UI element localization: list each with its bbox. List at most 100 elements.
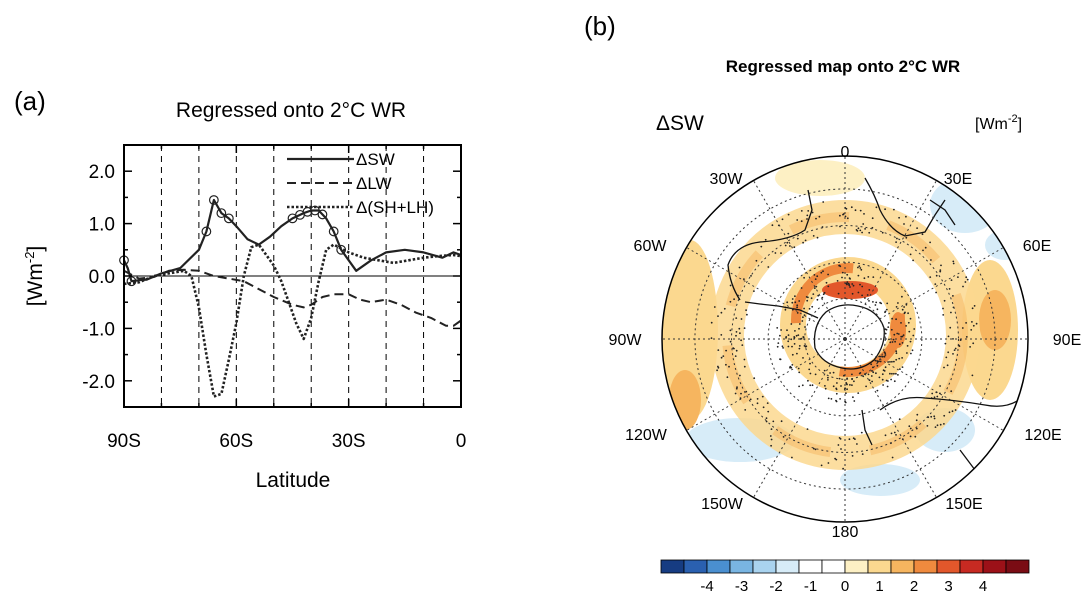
stipple-dot [848, 438, 851, 441]
y-axis-label: [Wm-2] [22, 246, 47, 307]
stipple-dot [971, 321, 973, 323]
stipple-dot [876, 360, 879, 362]
stipple-dot [809, 372, 812, 375]
colorbar-cell [706, 559, 731, 574]
stipple-dot [891, 372, 893, 375]
stipple-dot [900, 335, 903, 338]
stipple-dot [837, 292, 840, 295]
stipple-dot [800, 210, 803, 212]
stipple-dot [790, 323, 793, 325]
colorbar-cell [798, 559, 823, 574]
stipple-dot [827, 397, 830, 400]
meridian [686, 247, 846, 340]
colorbar-cell [683, 559, 708, 574]
axis-ticks [123, 144, 462, 408]
stipple-dot [832, 385, 835, 388]
stipple-dot [786, 329, 788, 332]
stipple-dot [794, 301, 797, 304]
stipple-dot [954, 347, 957, 350]
stipple-dot [865, 385, 867, 388]
stipple-dot [822, 201, 825, 203]
stipple-dot [740, 392, 742, 395]
positive-anomaly [775, 160, 865, 196]
stipple-dot [903, 223, 905, 225]
stipple-dot [749, 398, 752, 401]
panel-a-letter: (a) [14, 86, 46, 116]
stipple-dot [791, 456, 793, 459]
stipple-dot [781, 345, 784, 348]
stipple-dot [965, 336, 968, 338]
stipple-dot [836, 280, 839, 282]
stipple-dot [839, 214, 841, 217]
stipple-dot [882, 369, 885, 372]
stipple-dot [770, 428, 773, 430]
stipple-dot [939, 270, 942, 273]
stipple-dot [901, 295, 903, 298]
stipple-dot [810, 297, 813, 300]
stipple-dot [897, 333, 900, 335]
stipple-dot [740, 339, 742, 342]
stipple-dot [798, 371, 801, 374]
stipple-dot [862, 223, 865, 225]
stipple-dot [965, 322, 967, 324]
stipple-dot [909, 340, 912, 343]
stipple-dot [921, 233, 924, 236]
x-axis-label: Latitude [256, 469, 331, 492]
stipple-dot [894, 340, 896, 343]
significance-markers [119, 195, 347, 287]
stipple-dot [787, 340, 790, 343]
stipple-dot [952, 260, 955, 263]
series-lines [123, 198, 462, 398]
stipple-dot [753, 377, 756, 380]
stipple-dot [733, 298, 735, 301]
stipple-dot [878, 355, 881, 358]
stipple-dot [812, 235, 815, 237]
stipple-dot [886, 302, 889, 305]
stipple-dot [795, 334, 798, 337]
stipple-dot [899, 368, 901, 370]
stipple-dot [886, 385, 889, 388]
stipple-dot [806, 218, 808, 220]
stipple-dot [858, 372, 861, 375]
stipple-dot [939, 269, 942, 271]
stipple-dot [824, 387, 827, 390]
stipple-dot [808, 368, 811, 371]
stipple-dot [909, 253, 912, 256]
longitude-label: 120W [625, 427, 668, 444]
stipple-dot [863, 213, 865, 215]
stipple-dot [901, 342, 904, 344]
stipple-dot [796, 219, 799, 221]
meridian [844, 338, 1004, 431]
stipple-dot [913, 328, 916, 330]
stipple-dot [837, 444, 840, 446]
colorbar-cell [936, 559, 961, 574]
stipple-dot [962, 285, 964, 288]
stipple-dot [816, 298, 819, 301]
stipple-dot [743, 365, 746, 368]
stipple-dot [743, 358, 746, 361]
stipple-dot [871, 370, 873, 372]
stipple-dot [880, 302, 883, 305]
colorbar-tick-label: 1 [875, 578, 883, 595]
stipple-dot [725, 349, 727, 352]
stipple-dot [852, 396, 854, 399]
stipple-dot [868, 379, 871, 382]
stipple-dot [745, 390, 748, 393]
stipple-dot [838, 437, 841, 439]
stipple-dot [854, 209, 857, 212]
stipple-dot [777, 342, 780, 344]
stipple-dot [772, 420, 775, 423]
stipple-dot [866, 294, 869, 296]
stipple-dot [861, 285, 864, 288]
stipple-dot [939, 423, 942, 426]
stipple-dot [943, 299, 946, 302]
stipple-dot [787, 232, 790, 235]
stipple-dot [770, 438, 773, 441]
stipple-dot [827, 462, 830, 464]
tasmania-coast [861, 409, 873, 446]
stipple-dot [878, 376, 881, 379]
stipple-dot [735, 387, 738, 390]
y-tick-label: 1.0 [89, 215, 115, 236]
stipple-dot [874, 359, 877, 362]
stipple-dot [931, 392, 934, 395]
